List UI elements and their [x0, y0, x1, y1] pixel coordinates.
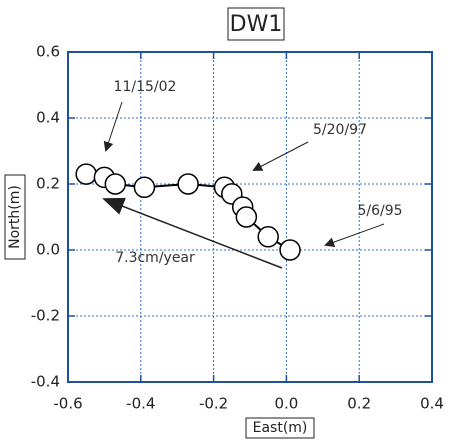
- arrow: [324, 223, 385, 247]
- point: [257, 226, 279, 248]
- annotation: 7.3cm/year: [115, 250, 195, 266]
- y-label-box: [4, 174, 26, 260]
- point: [75, 163, 97, 185]
- plot-frame: [67, 51, 433, 383]
- point: [177, 173, 199, 195]
- point: [104, 173, 127, 195]
- x-tick-label: -0.6: [53, 395, 82, 413]
- annotation: 11/15/02: [114, 79, 177, 95]
- point: [235, 206, 258, 228]
- velocity-arrow: [102, 197, 283, 269]
- x-tick-label: -0.2: [199, 395, 228, 413]
- y-tick-label: -0.2: [31, 307, 60, 325]
- y-tick-label: 0.4: [36, 109, 60, 127]
- x-label-box: [245, 417, 315, 439]
- y-tick-label: 0.2: [36, 175, 60, 193]
- chart-title: DW1: [230, 12, 283, 37]
- annotation: 5/6/95: [357, 203, 402, 219]
- x-axis-label: East(m): [253, 420, 308, 436]
- x-tick-label: 0.0: [274, 395, 298, 413]
- title-box: [227, 7, 285, 41]
- y-tick-label: 0.0: [36, 241, 60, 259]
- arrow: [103, 101, 123, 152]
- y-axis-label: North(m): [7, 185, 23, 249]
- y-tick-label: 0.6: [36, 43, 60, 61]
- x-tick-label: 0.4: [420, 395, 444, 413]
- arrow: [252, 141, 309, 171]
- x-tick-label: 0.2: [347, 395, 371, 413]
- point: [279, 239, 301, 261]
- point: [133, 176, 156, 199]
- annotation: 5/20/97: [313, 122, 367, 138]
- y-tick-label: -0.4: [31, 373, 60, 391]
- x-tick-label: -0.4: [126, 395, 155, 413]
